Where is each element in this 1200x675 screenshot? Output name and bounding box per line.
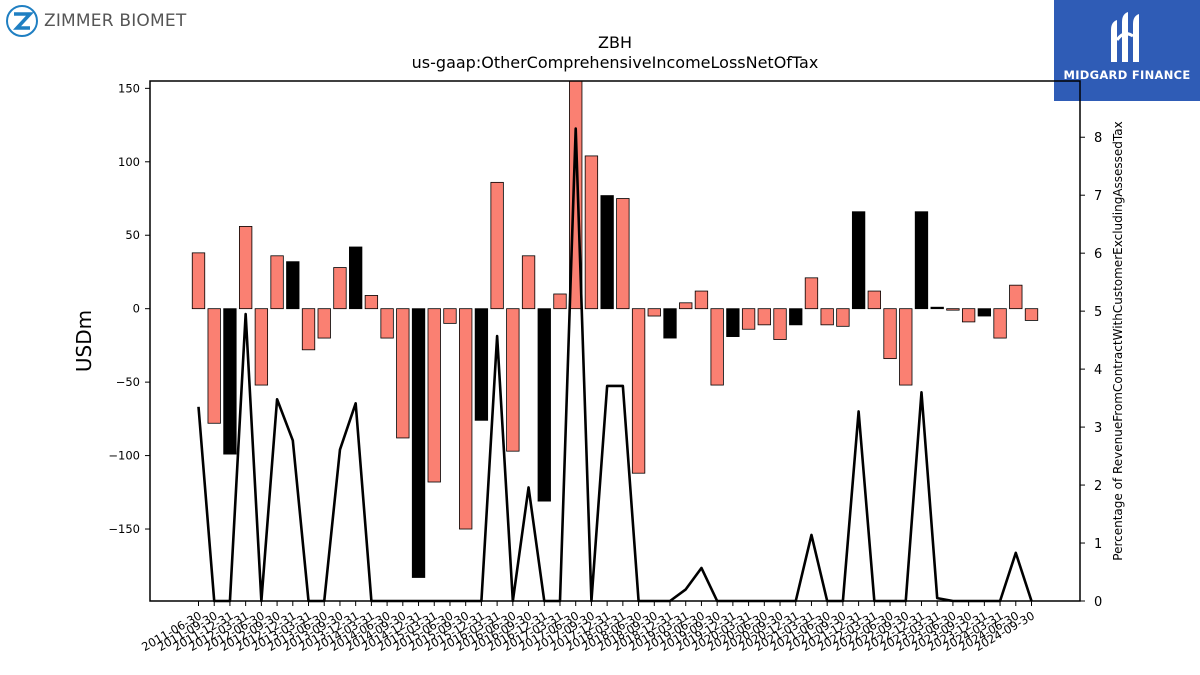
chart-subtitle: us-gaap:OtherComprehensiveIncomeLossNetO… — [412, 53, 819, 72]
bar-2024-03-31 — [993, 308, 1007, 339]
bar-2011-06-30 — [191, 252, 206, 310]
bar-2023-12-31 — [977, 308, 991, 317]
bar-2018-03-31 — [616, 198, 630, 310]
zimmer-biomet-logo: ZIMMER BIOMET — [6, 5, 186, 37]
zimmer-biomet-emblem-icon — [6, 5, 38, 37]
bar-2014-12-31 — [411, 308, 426, 578]
y-right-tick-label: 1 — [1094, 537, 1102, 552]
midgard-finance-wordmark: MIDGARD FINANCE — [1063, 68, 1191, 82]
bar-2012-06-30 — [254, 308, 269, 386]
bar-2020-06-30 — [757, 308, 771, 326]
bar-2022-06-30 — [883, 308, 897, 360]
bar-2014-06-30 — [380, 308, 394, 339]
y-left-tick-label: 0 — [133, 302, 140, 316]
y-right-tick-label: 3 — [1094, 421, 1102, 436]
bar-2015-09-30 — [459, 308, 473, 530]
y-axis-right-label: Percentage of RevenueFromContractWithCus… — [1111, 121, 1125, 560]
bar-2022-03-31 — [867, 290, 881, 310]
y-right-tick-label: 0 — [1094, 595, 1102, 610]
y-left-tick-label: 100 — [118, 155, 140, 169]
bar-2016-06-30 — [506, 308, 520, 452]
bar-2011-09-30 — [207, 308, 221, 424]
bar-2013-06-30 — [317, 308, 331, 339]
midgard-finance-logo: MIDGARD FINANCE — [1054, 0, 1200, 101]
bar-2012-09-30 — [270, 255, 284, 310]
bar-2019-03-31 — [679, 302, 693, 310]
bar-2012-03-31 — [238, 226, 253, 310]
y-right-tick-label: 7 — [1094, 189, 1102, 204]
bar-2011-12-31 — [223, 308, 237, 455]
bar-2021-06-30 — [820, 308, 834, 326]
y-left-tick-label: 50 — [125, 228, 140, 242]
bar-2017-03-31 — [553, 293, 567, 310]
bar-2019-06-30 — [694, 290, 709, 310]
y-right-tick-label: 6 — [1094, 247, 1102, 262]
bar-2020-09-30 — [773, 308, 787, 340]
bar-2013-12-31 — [349, 246, 363, 310]
bar-2022-12-31 — [914, 211, 929, 310]
bar-2015-06-30 — [443, 308, 457, 324]
bar-2020-03-31 — [741, 308, 756, 330]
y-right-tick-label: 5 — [1094, 305, 1102, 320]
bar-2023-03-31 — [930, 306, 944, 310]
y-left-tick-label: −100 — [108, 449, 140, 463]
y-right-tick-label: 2 — [1094, 479, 1102, 494]
y-axis-left: 150 100 50 0 −50 −100 −150 — [108, 81, 150, 536]
bar-2020-12-31 — [789, 308, 803, 326]
bar-2013-09-30 — [333, 267, 347, 310]
bar-2016-03-31 — [490, 181, 504, 310]
y-axis-right: 0 1 2 3 4 5 6 7 8 — [1080, 131, 1102, 610]
bar-2021-12-31 — [851, 211, 866, 310]
y-axis-left-label: USDm — [72, 310, 96, 372]
bar-2018-09-30 — [647, 308, 661, 317]
chart-title: ZBH — [598, 33, 632, 52]
y-left-tick-label: −50 — [116, 375, 140, 389]
bar-2024-06-30 — [1009, 284, 1023, 310]
bar-2022-09-30 — [899, 308, 913, 386]
bar-2021-09-30 — [836, 308, 850, 327]
bar-2014-03-31 — [364, 295, 379, 310]
bar-2018-12-31 — [663, 308, 677, 339]
x-axis: 2011-06-302011-09-302011-12-312012-03-31… — [139, 601, 1037, 654]
bar-2016-09-30 — [521, 255, 536, 310]
bar-2014-09-30 — [396, 308, 410, 439]
bar-2021-03-31 — [804, 277, 819, 310]
y-right-tick-label: 8 — [1094, 131, 1102, 146]
bar-2015-12-31 — [474, 308, 489, 421]
bar-2019-09-30 — [710, 308, 724, 386]
bar-2023-09-30 — [961, 308, 976, 323]
bar-2012-12-31 — [286, 261, 300, 310]
y-left-tick-label: 150 — [118, 81, 140, 95]
bar-2017-12-31 — [600, 195, 614, 310]
bar-2016-12-31 — [537, 308, 551, 502]
bar-2018-06-30 — [631, 308, 646, 474]
zimmer-biomet-wordmark: ZIMMER BIOMET — [44, 11, 187, 31]
bar-2017-09-30 — [584, 155, 599, 310]
bar-2019-12-31 — [726, 308, 740, 337]
bar-2013-03-31 — [301, 308, 316, 351]
bars-layer — [191, 80, 1039, 578]
y-right-tick-label: 4 — [1094, 363, 1102, 378]
bar-2015-03-31 — [427, 308, 441, 483]
y-left-tick-label: −150 — [108, 522, 140, 536]
midgard-emblem-icon — [1111, 12, 1139, 62]
bar-2024-09-30 — [1024, 308, 1039, 321]
plot-frame — [149, 80, 1081, 602]
bar-2023-06-30 — [946, 308, 960, 311]
